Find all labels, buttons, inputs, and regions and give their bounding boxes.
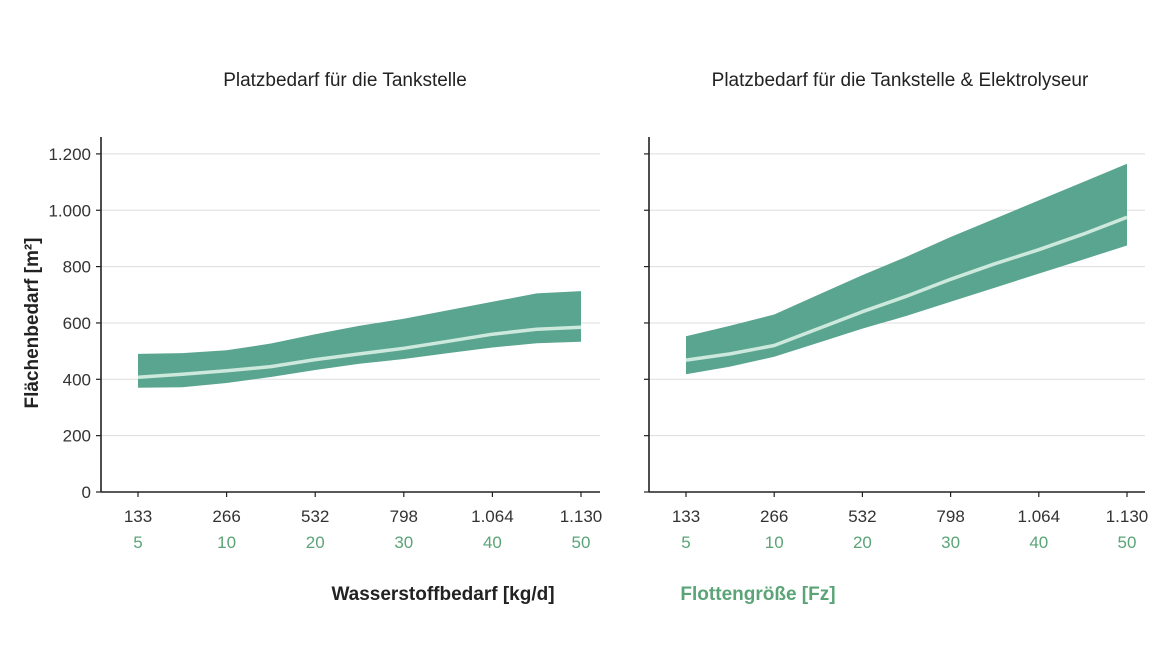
x-tick-label: 133 [672, 507, 700, 526]
mean-line-elektrolyseur [685, 215, 1128, 362]
axes-elektrolyseur [644, 137, 1145, 497]
panel-title-tankstelle-elektrolyseur: Platzbedarf für die Tankstelle & Elektro… [712, 70, 1089, 91]
x-secondary-tick-label: 10 [217, 533, 236, 552]
y-tick-label: 1.200 [48, 145, 91, 164]
x-secondary-tick-label: 10 [765, 533, 784, 552]
x-secondary-tick-label: 40 [1029, 533, 1048, 552]
x-secondary-tick-label: 20 [853, 533, 872, 552]
tick-labels-tankstelle: 0 200 400 600 800 1.000 1.200 133 5 266 10 532 20 798… [48, 145, 602, 552]
x-secondary-tick-label: 50 [572, 533, 591, 552]
x-secondary-tick-label: 20 [306, 533, 325, 552]
tick-labels-elektrolyseur: 133 5 266 10 532 20 798 30 1.064 40 1.130 50 [672, 507, 1148, 552]
mean-line-tankstelle [137, 325, 582, 380]
grid-lines-tankstelle [101, 153, 600, 437]
x-axis-label-primary: Wasserstoffbedarf [kg/d] [331, 584, 554, 605]
axes-tankstelle [96, 137, 600, 497]
x-tick-label: 133 [124, 507, 152, 526]
x-secondary-tick-label: 50 [1118, 533, 1137, 552]
panel-tankstelle: Platzbedarf für die Tankstelle 0 200 400 60… [48, 70, 602, 552]
panel-tankstelle-elektrolyseur: Platzbedarf für die Tankstelle & Elektro… [644, 70, 1148, 552]
x-tick-label: 532 [301, 507, 329, 526]
y-tick-label: 200 [63, 427, 91, 446]
x-tick-label: 798 [936, 507, 964, 526]
y-axis-label: Flächenbedarf [m²] [22, 237, 43, 408]
x-secondary-tick-label: 5 [681, 533, 690, 552]
x-tick-label: 1.064 [471, 507, 514, 526]
y-tick-label: 600 [63, 314, 91, 333]
x-secondary-tick-label: 5 [133, 533, 142, 552]
x-secondary-tick-label: 30 [394, 533, 413, 552]
y-tick-label: 400 [63, 370, 91, 389]
x-tick-label: 1.064 [1018, 507, 1061, 526]
x-secondary-tick-label: 40 [483, 533, 502, 552]
x-tick-label: 1.130 [1106, 507, 1149, 526]
x-secondary-tick-label: 30 [941, 533, 960, 552]
y-tick-label: 0 [82, 483, 91, 502]
y-tick-label: 800 [63, 258, 91, 277]
x-tick-label: 798 [390, 507, 418, 526]
x-tick-label: 266 [760, 507, 788, 526]
y-tick-label: 1.000 [48, 201, 91, 220]
x-tick-label: 1.130 [560, 507, 603, 526]
panel-title-tankstelle: Platzbedarf für die Tankstelle [223, 70, 467, 91]
range-band-tankstelle [138, 291, 581, 388]
x-tick-label: 266 [212, 507, 240, 526]
x-tick-label: 532 [848, 507, 876, 526]
range-band-elektrolyseur [686, 163, 1127, 375]
x-axis-label-secondary: Flottengröße [Fz] [680, 584, 835, 605]
